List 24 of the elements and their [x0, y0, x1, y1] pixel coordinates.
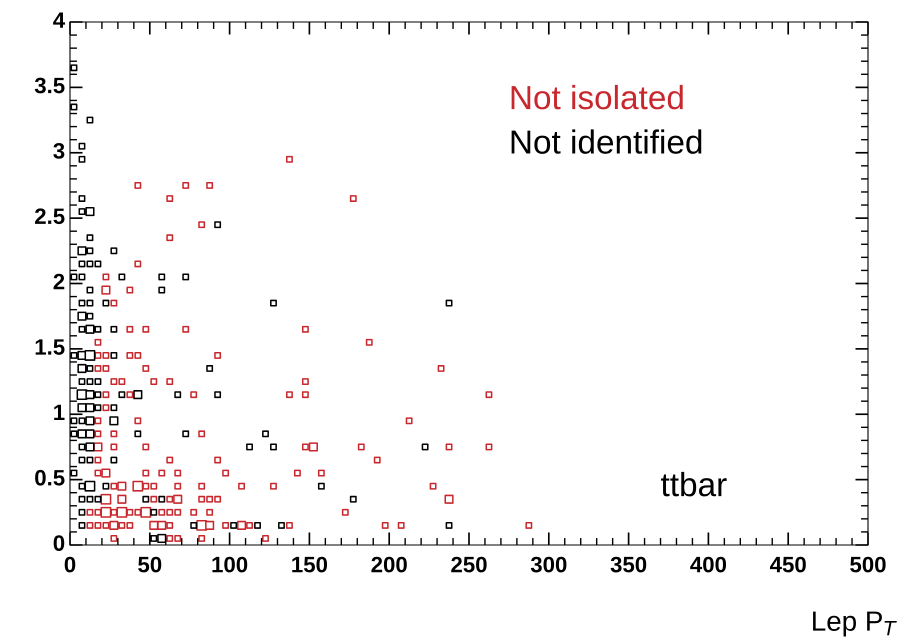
- y-tick-label: 4: [53, 12, 66, 28]
- y-tick-label: 1.5: [36, 339, 65, 355]
- annotation: ttbar: [661, 472, 727, 496]
- x-tick-label: 250: [451, 556, 487, 572]
- y-tick-label: 3: [53, 142, 64, 159]
- x-tick-label: 200: [371, 556, 407, 572]
- y-tick-label: 0.5: [35, 470, 65, 486]
- x-tick-label: 300: [530, 556, 566, 572]
- y-tick-label: 0: [54, 535, 64, 551]
- y-tick-label: 3.5: [34, 78, 65, 94]
- x-tick-label: 0: [64, 556, 76, 572]
- x-axis-title: Lep P$_{T}$: [813, 612, 897, 636]
- x-tick-label: 100: [212, 556, 248, 572]
- text: Not identified: [512, 129, 702, 154]
- x-tick-label: 350: [610, 556, 646, 572]
- y-tick-label: 2: [54, 274, 64, 290]
- y-tick-label: 1: [54, 404, 65, 420]
- x-tick-label: 500: [850, 556, 886, 572]
- x-tick-label: 450: [770, 556, 806, 572]
- x-tick-label: 400: [690, 556, 726, 572]
- x-tick-label: 150: [292, 556, 328, 572]
- x-tick-label: 50: [138, 556, 162, 572]
- y-tick-label: 2.5: [35, 208, 65, 224]
- text: Not isolated: [512, 84, 683, 110]
